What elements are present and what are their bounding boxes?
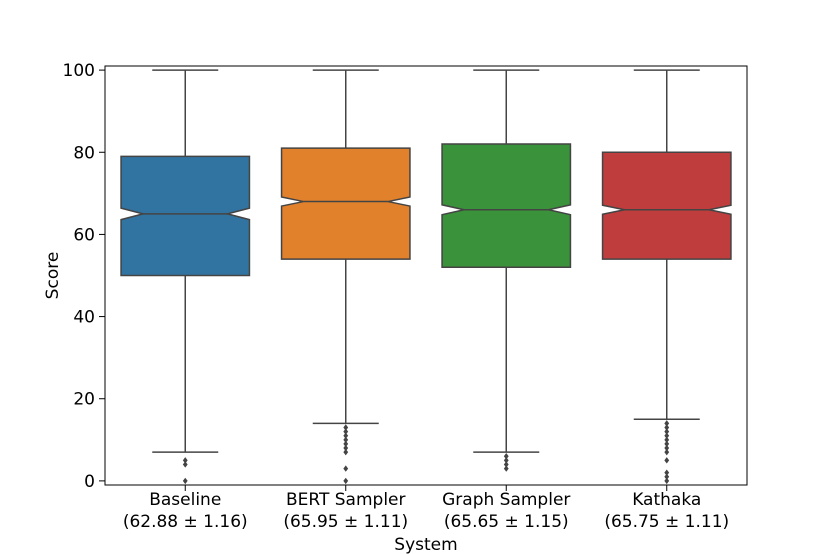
boxes-layer (120, 69, 732, 485)
outlier-point (343, 465, 349, 472)
x-tick-label: Graph Sampler (442, 490, 570, 510)
outlier-point (503, 465, 509, 472)
outlier-point (182, 457, 188, 464)
outlier-point (503, 453, 509, 460)
x-tick-sublabel: (62.88 ± 1.16) (123, 512, 248, 532)
x-axis-title: System (394, 535, 457, 554)
outlier-point (343, 424, 349, 431)
outlier-point (664, 432, 670, 439)
x-tick-sublabel: (65.75 ± 1.11) (604, 512, 729, 532)
outlier-point (664, 448, 670, 456)
outlier-point (182, 477, 188, 485)
outlier-point (664, 436, 670, 444)
outlier-point (664, 424, 670, 431)
y-tick-label: 60 (73, 225, 95, 245)
y-axis-title: Score (43, 252, 63, 300)
box-body (601, 151, 732, 260)
outlier-point (343, 436, 349, 444)
outlier-point (343, 428, 349, 435)
outlier-point (664, 473, 670, 480)
box-body (441, 143, 572, 269)
outlier-point (343, 444, 349, 452)
outlier-point (503, 457, 509, 464)
x-tick-label: BERT Sampler (286, 490, 406, 510)
outlier-point (664, 420, 670, 427)
x-tick-sublabel: (65.65 ± 1.15) (444, 512, 569, 532)
outlier-point (182, 461, 188, 468)
outlier-point (664, 444, 670, 452)
x-tick-label: Kathaka (632, 490, 701, 510)
y-tick-label: 0 (84, 472, 95, 492)
outlier-point (664, 469, 670, 476)
y-tick-label: 40 (73, 308, 95, 328)
outlier-point (343, 448, 349, 456)
outlier-point (343, 477, 349, 485)
outlier-point (664, 428, 670, 435)
x-tick-sublabel: (65.95 ± 1.11) (283, 512, 408, 532)
box-kathaka (601, 69, 732, 485)
box-body (280, 147, 411, 260)
y-axis: 0 20 40 60 80 100 (63, 61, 105, 492)
outlier-point (343, 440, 349, 448)
x-tick-label: Baseline (149, 490, 221, 510)
y-tick-label: 20 (73, 390, 95, 410)
plot-frame (104, 65, 748, 486)
outlier-point (664, 457, 670, 464)
box-graph-sampler (441, 69, 572, 472)
y-tick-label: 80 (73, 143, 95, 163)
box-body (120, 155, 251, 277)
outlier-point (503, 461, 509, 468)
box-bert-sampler (280, 69, 411, 485)
x-axis: Baseline(62.88 ± 1.16) BERT Sampler(65.95… (123, 485, 729, 532)
outlier-point (664, 477, 670, 485)
box-baseline (120, 69, 251, 485)
outlier-point (343, 432, 349, 439)
y-tick-label: 100 (63, 61, 95, 81)
outlier-point (664, 440, 670, 448)
